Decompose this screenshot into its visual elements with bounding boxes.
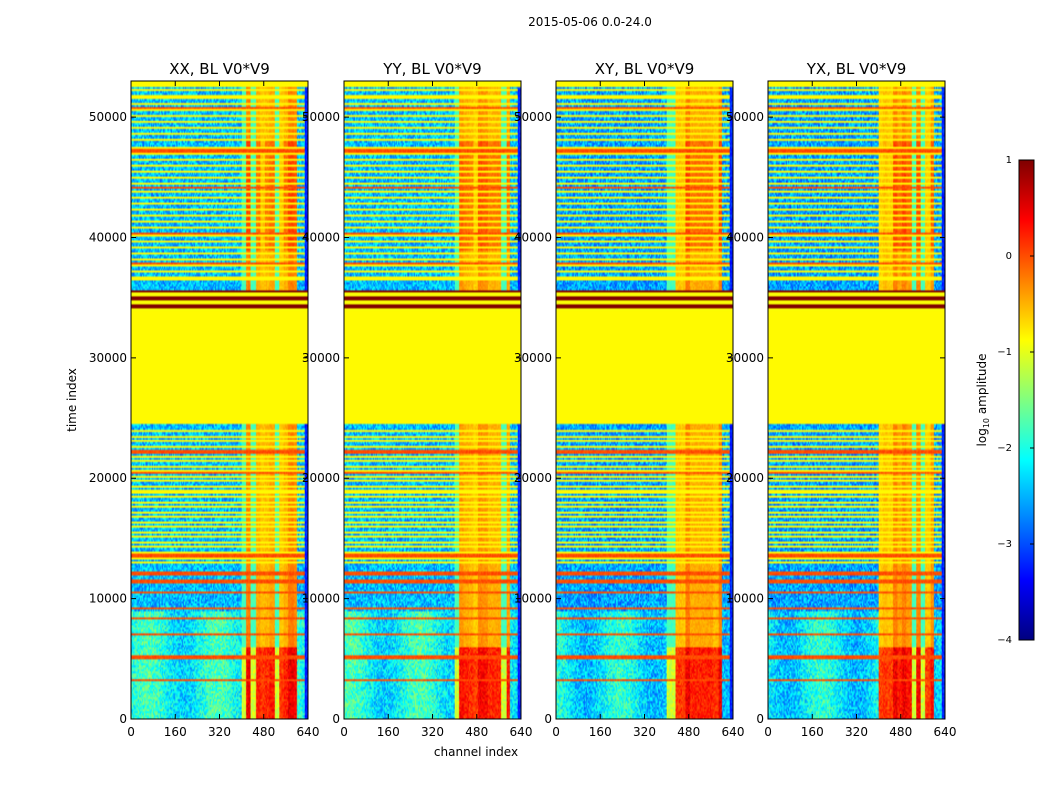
colorbar-tick-label: −1 bbox=[997, 347, 1012, 358]
x-tick-label: 480 bbox=[465, 725, 488, 739]
y-tick-label: 0 bbox=[756, 712, 764, 726]
y-tick-label: 40000 bbox=[89, 230, 127, 244]
panel-title: YY, BL V0*V9 bbox=[382, 60, 481, 78]
panel-title: YX, BL V0*V9 bbox=[806, 60, 907, 78]
y-tick-label: 30000 bbox=[514, 351, 552, 365]
x-tick-label: 160 bbox=[801, 725, 824, 739]
x-tick-label: 480 bbox=[889, 725, 912, 739]
y-tick-label: 20000 bbox=[514, 471, 552, 485]
x-tick-label: 640 bbox=[934, 725, 957, 739]
panel-xy: XY, BL V0*V9 0 160 320 480 640 0 10000 20000 3000… bbox=[514, 60, 745, 739]
y-axis-label: time index bbox=[65, 368, 79, 432]
colorbar-label-rest: amplitude bbox=[975, 354, 989, 418]
y-tick-label: 0 bbox=[332, 712, 340, 726]
y-tick-label: 20000 bbox=[89, 471, 127, 485]
colorbar-ticks: 1 0 −1 −2 −3 −4 bbox=[997, 155, 1034, 646]
x-tick-label: 0 bbox=[764, 725, 772, 739]
x-tick-label: 320 bbox=[421, 725, 444, 739]
y-tick-label: 10000 bbox=[726, 592, 764, 606]
colorbar-label-main: log bbox=[975, 428, 989, 446]
x-tick-label: 480 bbox=[677, 725, 700, 739]
colorbar-label: log10 amplitude bbox=[975, 354, 991, 447]
y-tick-label: 50000 bbox=[726, 110, 764, 124]
spectrogram-image bbox=[556, 81, 733, 719]
y-tick-label: 40000 bbox=[514, 230, 552, 244]
spectrogram-image bbox=[344, 81, 521, 719]
panel-xx: XX, BL V0*V9 0 160 320 480 640 0 10000 20000 3000… bbox=[89, 60, 320, 739]
x-tick-label: 320 bbox=[845, 725, 868, 739]
panel-yx: YX, BL V0*V9 0 160 320 480 640 0 10000 20000 3000… bbox=[726, 60, 957, 739]
x-tick-label: 640 bbox=[722, 725, 745, 739]
spectrogram-image bbox=[768, 81, 945, 719]
colorbar-tick-label: −2 bbox=[997, 443, 1012, 454]
y-tick-label: 10000 bbox=[514, 592, 552, 606]
x-tick-label: 160 bbox=[377, 725, 400, 739]
colorbar-tick-label: 0 bbox=[1006, 251, 1012, 262]
x-tick-label: 0 bbox=[127, 725, 135, 739]
x-tick-label: 640 bbox=[297, 725, 320, 739]
y-tick-label: 30000 bbox=[89, 351, 127, 365]
x-tick-label: 320 bbox=[208, 725, 231, 739]
y-tick-label: 50000 bbox=[514, 110, 552, 124]
y-tick-label: 10000 bbox=[89, 592, 127, 606]
x-tick-label: 0 bbox=[552, 725, 560, 739]
colorbar-label-sub: 10 bbox=[982, 418, 991, 428]
y-tick-label: 50000 bbox=[302, 110, 340, 124]
panels: XX, BL V0*V9 0 160 320 480 640 0 10000 20000 3000… bbox=[89, 60, 957, 739]
y-tick-label: 0 bbox=[119, 712, 127, 726]
x-tick-label: 320 bbox=[633, 725, 656, 739]
y-tick-label: 0 bbox=[544, 712, 552, 726]
x-tick-label: 160 bbox=[589, 725, 612, 739]
y-tick-label: 20000 bbox=[302, 471, 340, 485]
y-tick-label: 40000 bbox=[302, 230, 340, 244]
x-axis-label: channel index bbox=[434, 745, 518, 759]
x-tick-label: 160 bbox=[164, 725, 187, 739]
colorbar-tick-label: 1 bbox=[1006, 155, 1012, 166]
y-tick-label: 50000 bbox=[89, 110, 127, 124]
figure-suptitle: 2015-05-06 0.0-24.0 bbox=[528, 15, 652, 29]
x-tick-label: 640 bbox=[510, 725, 533, 739]
x-tick-label: 480 bbox=[252, 725, 275, 739]
panel-title: XY, BL V0*V9 bbox=[595, 60, 695, 78]
panel-title: XX, BL V0*V9 bbox=[169, 60, 270, 78]
y-tick-label: 10000 bbox=[302, 592, 340, 606]
colorbar: 10−1−2−3−4 log10 amplitude bbox=[975, 155, 1035, 646]
colorbar-tick-label: −3 bbox=[997, 539, 1012, 550]
colorbar-strip bbox=[1018, 159, 1035, 641]
x-tick-label: 0 bbox=[340, 725, 348, 739]
colorbar-tick-label: −4 bbox=[997, 635, 1012, 646]
y-tick-label: 40000 bbox=[726, 230, 764, 244]
spectrogram-image bbox=[131, 81, 308, 719]
y-tick-label: 20000 bbox=[726, 471, 764, 485]
y-tick-label: 30000 bbox=[726, 351, 764, 365]
panel-yy: YY, BL V0*V9 0 160 320 480 640 0 10000 20000 3000… bbox=[302, 60, 533, 739]
y-tick-label: 30000 bbox=[302, 351, 340, 365]
